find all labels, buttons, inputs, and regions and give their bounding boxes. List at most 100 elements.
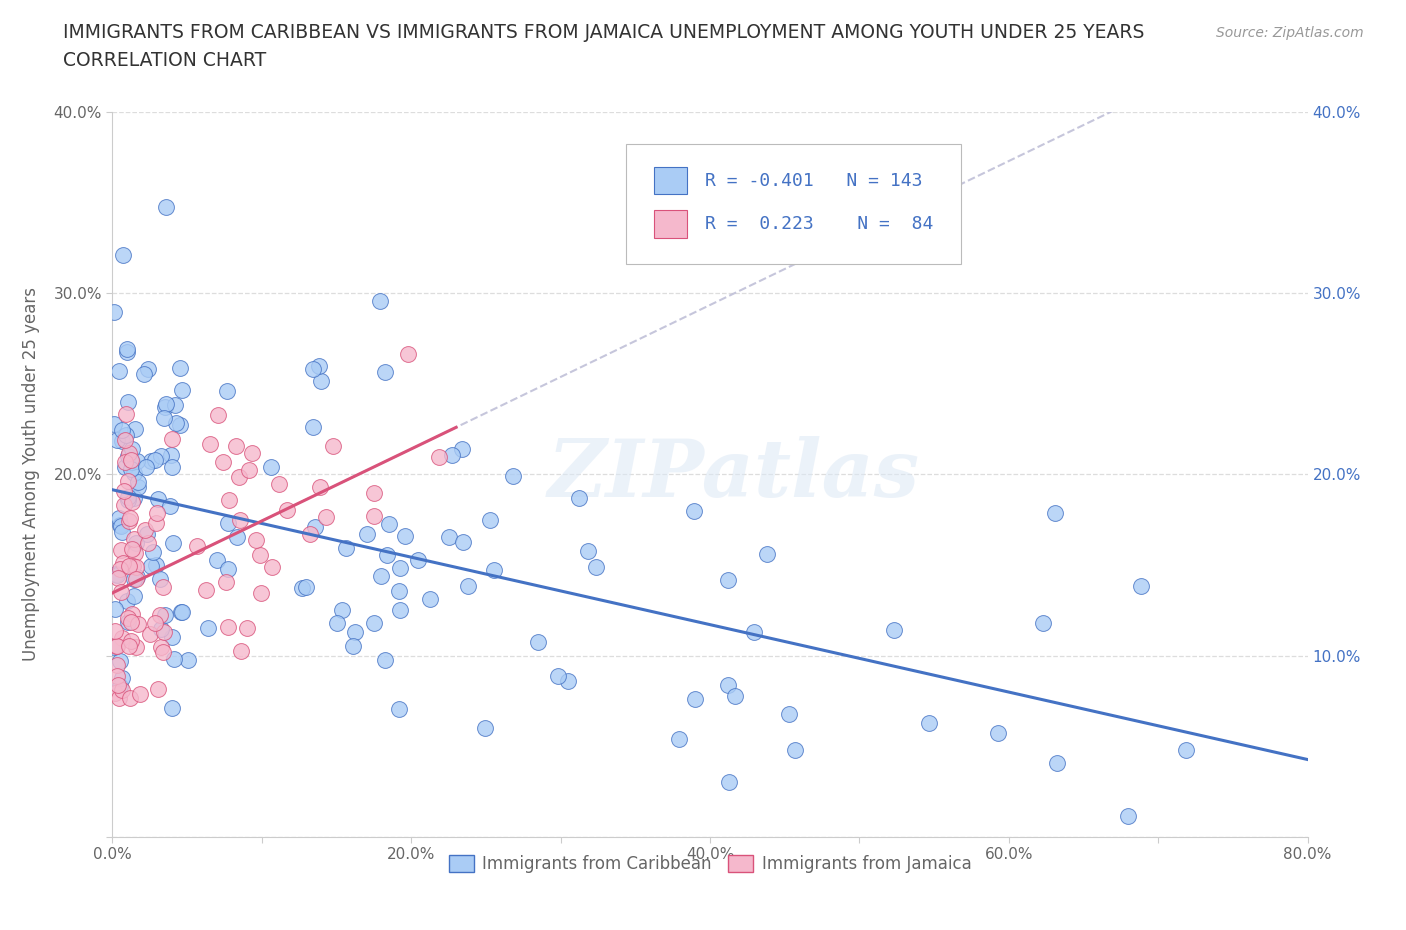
Point — [195, 582, 218, 597]
Point — [117, 342, 139, 357]
Point — [370, 568, 392, 583]
Point — [150, 621, 173, 636]
Point — [557, 673, 579, 688]
Point — [107, 432, 129, 447]
Point — [122, 588, 145, 603]
Point — [117, 449, 139, 464]
Point — [125, 639, 148, 654]
Point — [121, 558, 143, 573]
Point — [262, 560, 284, 575]
Point — [389, 560, 412, 575]
Point — [117, 614, 139, 629]
Point — [479, 512, 502, 527]
Point — [153, 400, 176, 415]
Point — [578, 543, 600, 558]
Point — [200, 436, 222, 451]
Point — [107, 677, 129, 692]
Point — [139, 559, 162, 574]
Point — [717, 573, 740, 588]
Point — [474, 721, 496, 736]
Point — [298, 526, 321, 541]
Point — [377, 517, 399, 532]
Point — [225, 529, 247, 544]
Point — [322, 438, 344, 453]
Point — [118, 445, 141, 460]
Point — [205, 552, 228, 567]
Point — [315, 510, 337, 525]
Point — [155, 396, 177, 411]
Point — [111, 423, 134, 438]
Point — [117, 490, 139, 505]
Point — [249, 547, 271, 562]
Point — [145, 515, 167, 530]
Point — [374, 653, 396, 668]
Point — [149, 449, 172, 464]
Point — [148, 492, 170, 507]
Point — [107, 668, 129, 683]
Point — [163, 397, 186, 412]
Point — [374, 365, 396, 379]
Point — [107, 638, 129, 653]
Point — [215, 384, 238, 399]
Point — [118, 559, 141, 574]
Text: R =  0.223    N =  84: R = 0.223 N = 84 — [706, 215, 934, 233]
Point — [308, 359, 330, 374]
Point — [363, 616, 385, 631]
Point — [136, 362, 159, 377]
Point — [149, 608, 172, 623]
Point — [368, 293, 391, 308]
Point — [121, 495, 143, 510]
Point — [1116, 808, 1139, 823]
Point — [110, 542, 132, 557]
Point — [155, 199, 177, 214]
Point — [152, 579, 174, 594]
Point — [114, 498, 136, 512]
Point — [122, 491, 145, 506]
Point — [212, 455, 235, 470]
Point — [363, 485, 385, 500]
Point — [225, 438, 247, 453]
Point — [108, 654, 131, 669]
Point — [260, 459, 283, 474]
Point — [335, 540, 357, 555]
Point — [883, 622, 905, 637]
Point — [228, 512, 250, 527]
Point — [153, 411, 176, 426]
Point — [363, 509, 385, 524]
FancyBboxPatch shape — [627, 144, 962, 264]
Point — [104, 567, 127, 582]
Point — [451, 442, 474, 457]
Point — [419, 591, 441, 606]
Point — [526, 635, 548, 650]
Point — [159, 498, 181, 513]
Point — [229, 644, 252, 658]
Point — [1129, 578, 1152, 593]
Point — [108, 518, 131, 533]
Point — [127, 474, 149, 489]
Point — [724, 688, 747, 703]
Point — [127, 617, 149, 631]
Point — [121, 542, 143, 557]
Point — [917, 715, 939, 730]
Point — [356, 526, 378, 541]
Point — [143, 615, 166, 630]
Point — [103, 623, 125, 638]
Point — [111, 683, 134, 698]
Point — [163, 652, 186, 667]
Point — [107, 570, 129, 585]
Point — [117, 492, 139, 507]
Point — [136, 526, 159, 541]
Point — [120, 453, 142, 468]
Point — [103, 416, 125, 431]
Point — [1032, 616, 1054, 631]
Point — [160, 432, 183, 446]
Point — [1174, 742, 1197, 757]
Point — [267, 476, 290, 491]
Point — [149, 571, 172, 586]
Point — [114, 459, 136, 474]
Point — [717, 678, 740, 693]
Point — [111, 525, 134, 539]
Bar — [654, 166, 688, 194]
Text: CORRELATION CHART: CORRELATION CHART — [63, 51, 267, 70]
Point — [117, 473, 139, 488]
